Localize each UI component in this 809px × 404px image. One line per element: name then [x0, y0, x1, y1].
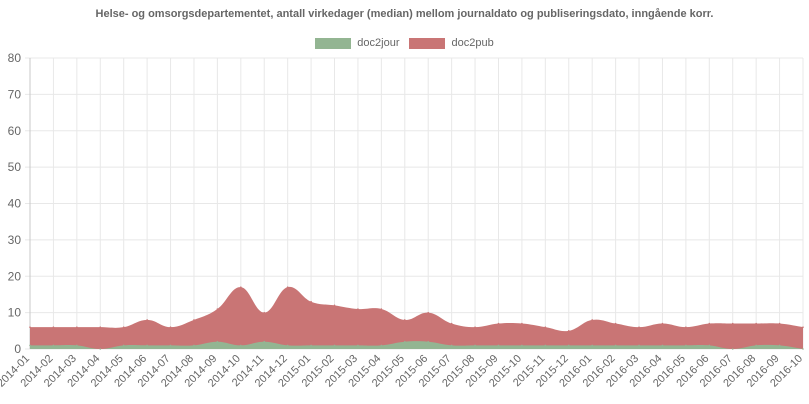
- legend-entry-doc2pub[interactable]: doc2pub: [409, 37, 494, 49]
- data-point-doc2jour: [497, 344, 500, 347]
- data-point-doc2jour: [427, 340, 430, 343]
- data-point-doc2jour: [802, 348, 804, 350]
- data-point-doc2jour: [403, 340, 406, 343]
- data-point-doc2jour: [99, 348, 102, 350]
- data-point-doc2pub: [474, 326, 476, 328]
- y-tick-label: 30: [8, 233, 22, 247]
- data-point-doc2jour: [240, 344, 242, 347]
- data-point-doc2pub: [146, 319, 148, 321]
- data-point-doc2pub: [427, 311, 430, 314]
- series-doc2jour: [29, 340, 804, 350]
- data-point-doc2jour: [638, 344, 640, 347]
- data-point-doc2jour: [474, 344, 476, 347]
- data-point-doc2pub: [333, 304, 336, 307]
- area-doc2jour: [30, 341, 803, 349]
- data-point-doc2pub: [802, 326, 804, 328]
- y-tick-label: 60: [8, 124, 22, 138]
- data-point-doc2pub: [403, 319, 406, 321]
- data-point-doc2pub: [497, 322, 500, 325]
- data-point-doc2jour: [591, 344, 593, 347]
- data-point-doc2pub: [193, 319, 195, 321]
- legend-swatch: [315, 37, 352, 49]
- data-point-doc2jour: [567, 344, 570, 347]
- data-point-doc2pub: [169, 326, 172, 328]
- data-point-doc2jour: [263, 340, 266, 343]
- data-point-doc2pub: [29, 326, 31, 328]
- legend-entry-doc2jour[interactable]: doc2jour: [315, 37, 399, 49]
- data-point-doc2jour: [357, 344, 359, 347]
- data-point-doc2pub: [99, 326, 102, 328]
- data-point-doc2jour: [521, 344, 523, 347]
- legend-swatch: [409, 37, 446, 49]
- data-point-doc2jour: [661, 344, 664, 347]
- data-point-doc2pub: [544, 326, 547, 328]
- data-point-doc2jour: [708, 344, 711, 347]
- data-point-doc2pub: [76, 326, 78, 328]
- legend-label: doc2pub: [451, 37, 494, 49]
- series-doc2pub: [29, 286, 804, 349]
- chart-title: Helse- og omsorgsdepartementet, antall v…: [95, 8, 714, 20]
- data-point-doc2jour: [778, 344, 781, 347]
- y-tick-label: 0: [14, 342, 21, 356]
- data-point-doc2jour: [286, 344, 289, 347]
- data-point-doc2pub: [591, 319, 593, 321]
- data-point-doc2jour: [29, 344, 31, 347]
- data-point-doc2pub: [638, 326, 640, 328]
- data-point-doc2jour: [450, 344, 453, 347]
- y-tick-label: 40: [8, 197, 22, 211]
- legend-label: doc2jour: [357, 37, 400, 49]
- data-point-doc2jour: [193, 344, 195, 347]
- data-point-doc2jour: [755, 344, 757, 347]
- data-point-doc2jour: [380, 344, 383, 347]
- data-point-doc2jour: [614, 344, 617, 347]
- data-point-doc2jour: [146, 344, 148, 347]
- data-point-doc2jour: [685, 344, 687, 347]
- data-point-doc2jour: [122, 344, 125, 347]
- y-tick-label: 20: [8, 269, 22, 283]
- data-point-doc2pub: [567, 330, 570, 332]
- data-point-doc2pub: [685, 326, 687, 328]
- data-point-doc2pub: [357, 308, 359, 310]
- data-point-doc2pub: [52, 326, 55, 328]
- data-point-doc2jour: [731, 348, 734, 350]
- data-point-doc2pub: [755, 322, 757, 325]
- data-point-doc2jour: [544, 344, 547, 347]
- y-tick-label: 50: [8, 160, 22, 174]
- data-point-doc2pub: [614, 322, 617, 325]
- data-point-doc2pub: [286, 286, 289, 288]
- data-point-doc2jour: [216, 340, 219, 343]
- data-point-doc2pub: [521, 322, 523, 325]
- y-tick-label: 70: [8, 87, 22, 101]
- data-point-doc2pub: [661, 322, 664, 325]
- y-tick-label: 80: [8, 51, 22, 65]
- data-point-doc2pub: [731, 322, 734, 325]
- data-point-doc2pub: [380, 308, 383, 310]
- data-point-doc2pub: [263, 311, 266, 314]
- data-point-doc2pub: [122, 326, 125, 328]
- data-point-doc2jour: [333, 344, 336, 347]
- data-point-doc2jour: [52, 344, 55, 347]
- data-point-doc2pub: [450, 322, 453, 325]
- area-doc2pub: [30, 286, 803, 349]
- y-tick-label: 10: [8, 306, 22, 320]
- data-point-doc2pub: [240, 286, 242, 288]
- data-point-doc2jour: [76, 344, 78, 347]
- data-point-doc2jour: [310, 344, 312, 347]
- data-point-doc2jour: [169, 344, 172, 347]
- data-point-doc2pub: [310, 300, 312, 303]
- legend: doc2jour doc2pub: [0, 37, 809, 49]
- data-point-doc2pub: [778, 322, 781, 325]
- data-point-doc2pub: [708, 322, 711, 325]
- grid: [25, 57, 804, 350]
- data-point-doc2pub: [216, 308, 219, 310]
